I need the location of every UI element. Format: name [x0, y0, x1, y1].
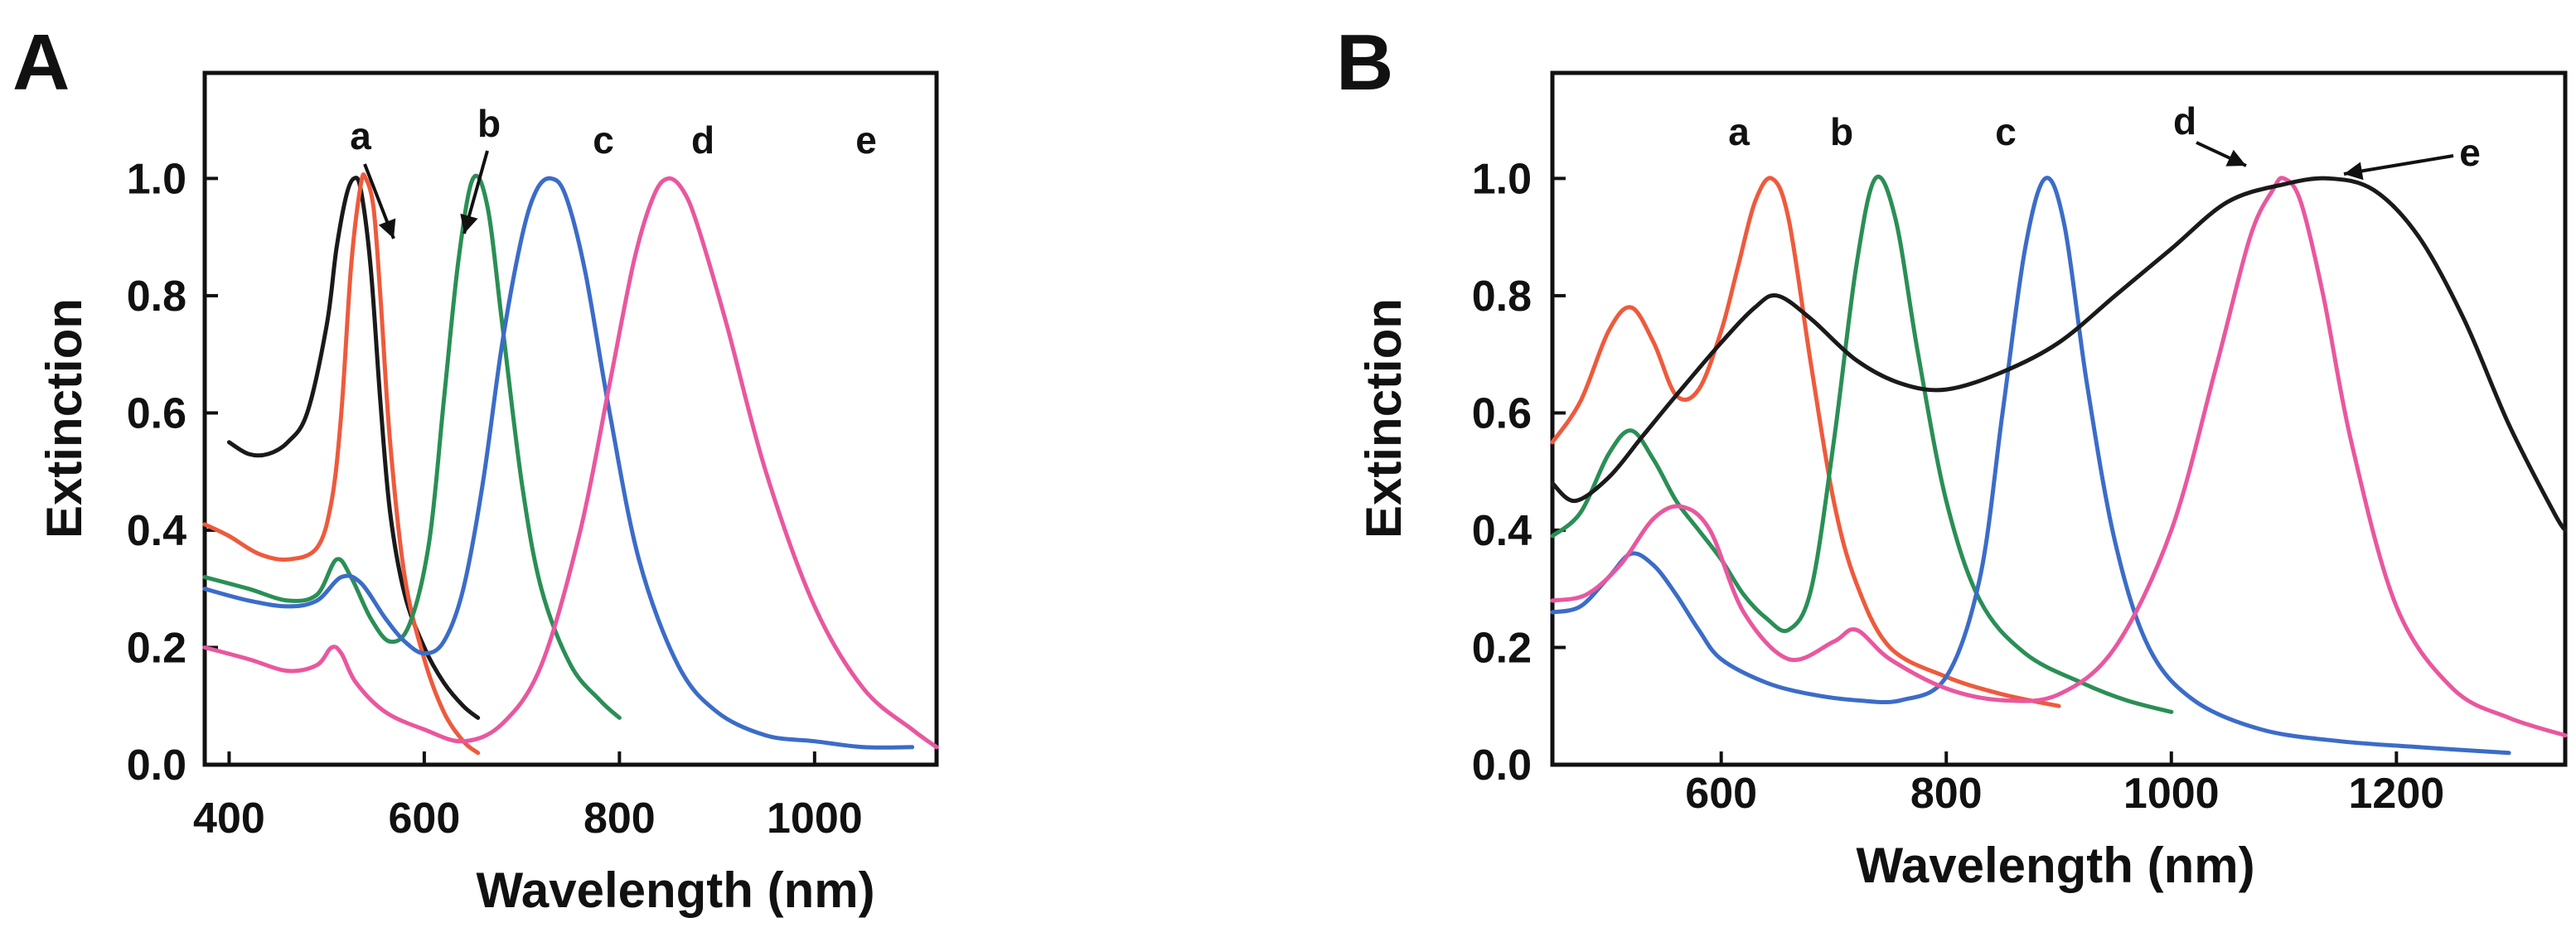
series-label-a: a: [1728, 110, 1750, 153]
panel-b-y-axis-title: Extinction: [1356, 298, 1411, 539]
y-tick-label: 0.0: [127, 742, 186, 790]
panel-a-plot-frame: [202, 70, 939, 767]
y-tick-label: 0.0: [1472, 742, 1532, 790]
series-line-a: [1550, 176, 2061, 708]
series-label-b: b: [477, 102, 501, 145]
series-label-d: d: [2173, 99, 2196, 143]
y-tick-label: 1.0: [127, 155, 186, 203]
series-label-a: a: [350, 114, 371, 157]
panel-b-letter: B: [1336, 18, 1393, 107]
x-tick-label: 800: [583, 795, 656, 843]
series-label-c: c: [1995, 110, 2017, 153]
x-tick-label: 800: [1910, 770, 1983, 818]
x-tick-label: 1000: [2123, 770, 2220, 818]
panel-b-x-axis-title: Wavelength (nm): [1856, 838, 2254, 893]
x-tick-label: 600: [389, 795, 461, 843]
y-tick-label: 0.8: [127, 273, 186, 321]
x-tick-label: 1200: [2348, 770, 2444, 818]
arrowhead-icon: [378, 218, 396, 239]
y-tick-label: 0.2: [1472, 624, 1532, 672]
arrowhead-icon: [460, 213, 478, 234]
series-line-e: [1550, 176, 2568, 533]
y-tick-label: 1.0: [1472, 155, 1532, 203]
y-tick-label: 0.2: [127, 624, 186, 672]
series-line-c: [202, 173, 622, 720]
panel-b: B 600 800 1000 1200 0.0 0.2 0.4 0.6 0.8 1.0 a b c d e…: [1336, 18, 2568, 893]
panel-a-x-axis-title: Wavelength (nm): [476, 862, 874, 918]
series-line-c: [1550, 176, 2511, 756]
panel-a-y-axis-title: Extinction: [36, 298, 92, 539]
x-tick-label: 1000: [767, 795, 863, 843]
series-label-e: e: [855, 118, 877, 162]
series-label-c: c: [593, 118, 614, 162]
series-line-d: [1550, 176, 2568, 738]
arrowhead-icon: [2344, 162, 2364, 181]
y-tick-label: 0.4: [1472, 507, 1532, 555]
y-tick-label: 0.6: [127, 389, 186, 437]
y-tick-label: 0.8: [1472, 273, 1532, 321]
series-label-b: b: [1830, 110, 1853, 153]
series-line-b: [1550, 174, 2174, 714]
x-tick-label: 600: [1685, 770, 1757, 818]
x-tick-label: 400: [193, 795, 265, 843]
series-label-arrow-e: [2343, 154, 2454, 176]
y-tick-label: 0.4: [127, 507, 186, 555]
arrowhead-icon: [2225, 149, 2246, 167]
series-line-d: [202, 176, 915, 750]
series-line-e: [202, 176, 939, 750]
panel-b-plot-frame: [1550, 70, 2568, 767]
panel-a-letter: A: [12, 18, 70, 107]
series-label-d: d: [691, 118, 714, 162]
series-label-e: e: [2459, 131, 2481, 174]
y-tick-label: 0.6: [1472, 389, 1532, 437]
